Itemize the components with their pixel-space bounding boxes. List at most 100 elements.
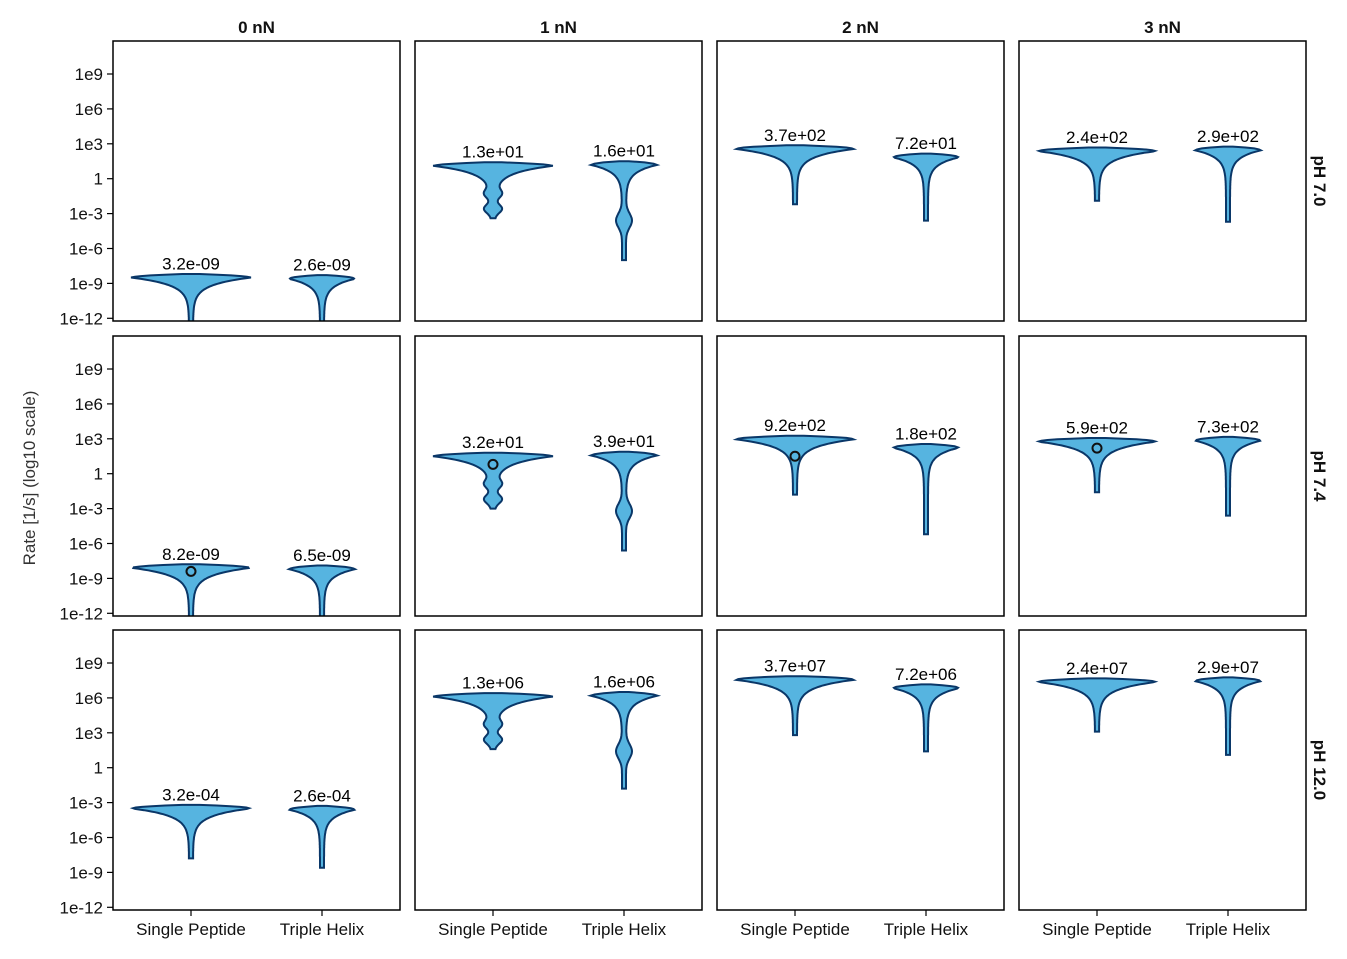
data-label-2-2-1: 7.2e+06 — [895, 665, 957, 684]
y-axis-label: Rate [1/s] (log10 scale) — [20, 391, 39, 566]
data-label-2-1-1: 1.6e+06 — [593, 673, 655, 692]
panel-1-2: 9.2e+02 1.8e+02 — [716, 335, 1005, 617]
y-tick-label-1-1: 1e-9 — [69, 569, 103, 588]
violin-0-2-1 — [892, 152, 960, 222]
data-label-2-0-0: 3.2e-04 — [162, 785, 220, 804]
data-label-2-2-0: 3.7e+07 — [764, 657, 826, 676]
violin-2-2-1 — [892, 683, 960, 753]
panel-frame-1-0 — [112, 335, 401, 617]
data-label-1-2-0: 9.2e+02 — [764, 416, 826, 435]
y-tick-label-1-5: 1e3 — [75, 430, 103, 449]
panel-2-3: 2.4e+07 Single Peptide 2.9e+07 Triple Helix — [1018, 629, 1307, 939]
data-label-0-1-1: 1.6e+01 — [593, 142, 655, 161]
panel-frame-0-0 — [112, 40, 401, 322]
violin-0-2-0 — [732, 144, 858, 206]
y-tick-label-2-6: 1e6 — [75, 689, 103, 708]
column-title-3: 3 nN — [1144, 18, 1181, 37]
data-label-0-0-1: 2.6e-09 — [293, 256, 351, 275]
data-label-2-0-1: 2.6e-04 — [293, 786, 351, 805]
violin-2-1-1 — [586, 691, 662, 790]
violin-2-2-0 — [732, 675, 858, 737]
panel-frame-1-2 — [716, 335, 1005, 617]
violin-1-0-1 — [286, 564, 358, 616]
panels: 0 nN 1 nN 2 nN 3 nN pH 7.0 pH 7.4 pH 12.0 3.2e-… — [60, 18, 1329, 939]
panel-1-3: 5.9e+02 7.3e+02 — [1018, 335, 1307, 617]
panel-frame-2-1 — [414, 629, 703, 911]
marker-1-1 — [487, 458, 499, 470]
x-tick-label-2-1: Triple Helix — [884, 920, 969, 939]
violin-1-0-0 — [131, 563, 251, 616]
violin-1-1-0 — [432, 451, 554, 510]
violin-1-3-0 — [1035, 437, 1159, 494]
panel-frame-2-3 — [1018, 629, 1307, 911]
violin-1-3-1 — [1194, 435, 1262, 517]
panel-frame-0-2 — [716, 40, 1005, 322]
violin-2-0-0 — [129, 803, 253, 860]
data-label-0-2-0: 3.7e+02 — [764, 126, 826, 145]
panel-1-0: 8.2e-09 6.5e-09 1e-12 1e-9 1e-6 1e-3 1 1e3 1e6 1e… — [60, 335, 401, 623]
violin-1-2-1 — [891, 443, 961, 536]
data-label-0-3-0: 2.4e+02 — [1066, 128, 1128, 147]
data-label-1-3-1: 7.3e+02 — [1197, 417, 1259, 436]
violin-0-0-1 — [288, 274, 356, 321]
y-tick-label-0-6: 1e6 — [75, 100, 103, 119]
x-tick-label-3-0: Single Peptide — [1042, 920, 1152, 939]
column-title-2: 2 nN — [842, 18, 879, 37]
y-tick-label-2-0: 1e-12 — [60, 898, 103, 917]
panel-2-1: 1.3e+06 Single Peptide 1.6e+06 Triple Helix — [414, 629, 703, 939]
panel-2-2: 3.7e+07 Single Peptide 7.2e+06 Triple Helix — [716, 629, 1005, 939]
x-tick-label-1-0: Single Peptide — [438, 920, 548, 939]
data-label-1-1-1: 3.9e+01 — [593, 432, 655, 451]
data-label-1-2-1: 1.8e+02 — [895, 424, 957, 443]
row-title-1: pH 7.4 — [1310, 450, 1329, 502]
marker-1-0 — [185, 565, 197, 577]
y-tick-label-1-7: 1e9 — [75, 360, 103, 379]
data-label-2-3-0: 2.4e+07 — [1066, 659, 1128, 678]
x-tick-label-0-1: Triple Helix — [280, 920, 365, 939]
panel-2-0: 3.2e-04 Single Peptide 2.6e-04 Triple Helix… — [60, 629, 401, 939]
y-tick-label-2-7: 1e9 — [75, 654, 103, 673]
y-tick-label-0-3: 1e-3 — [69, 205, 103, 224]
marker-1-2 — [789, 450, 801, 462]
column-title-0: 0 nN — [238, 18, 275, 37]
violin-0-3-1 — [1192, 145, 1264, 223]
panel-0-2: 3.7e+02 7.2e+01 — [716, 40, 1005, 322]
data-label-1-1-0: 3.2e+01 — [462, 433, 524, 452]
panel-frame-2-2 — [716, 629, 1005, 911]
violin-2-0-1 — [287, 804, 357, 869]
data-label-2-3-1: 2.9e+07 — [1197, 658, 1259, 677]
violin-2-3-1 — [1193, 676, 1263, 756]
y-tick-label-2-5: 1e3 — [75, 724, 103, 743]
y-tick-label-0-0: 1e-12 — [60, 309, 103, 328]
y-tick-label-2-1: 1e-9 — [69, 863, 103, 882]
y-tick-label-0-4: 1 — [94, 170, 103, 189]
panel-0-1: 1.3e+01 1.6e+01 — [414, 40, 703, 322]
x-tick-label-2-0: Single Peptide — [740, 920, 850, 939]
violin-1-2-0 — [732, 434, 858, 496]
violin-0-1-1 — [587, 160, 661, 262]
panel-0-3: 2.4e+02 2.9e+02 — [1018, 40, 1307, 322]
violin-0-3-0 — [1035, 146, 1159, 202]
data-label-1-0-0: 8.2e-09 — [162, 545, 220, 564]
row-title-2: pH 12.0 — [1310, 740, 1329, 800]
x-tick-label-0-0: Single Peptide — [136, 920, 246, 939]
data-label-0-0-0: 3.2e-09 — [162, 255, 220, 274]
panel-1-1: 3.2e+01 3.9e+01 — [414, 335, 703, 617]
panel-frame-0-1 — [414, 40, 703, 322]
y-tick-label-0-7: 1e9 — [75, 65, 103, 84]
panel-frame-1-3 — [1018, 335, 1307, 617]
violin-2-1-0 — [432, 692, 554, 751]
y-tick-label-0-5: 1e3 — [75, 135, 103, 154]
y-tick-label-0-2: 1e-6 — [69, 240, 103, 259]
y-tick-label-1-2: 1e-6 — [69, 535, 103, 554]
data-label-0-2-1: 7.2e+01 — [895, 134, 957, 153]
row-title-0: pH 7.0 — [1310, 155, 1329, 206]
y-tick-label-1-4: 1 — [94, 465, 103, 484]
violin-0-0-0 — [130, 273, 252, 321]
marker-1-3 — [1091, 442, 1103, 454]
column-title-1: 1 nN — [540, 18, 577, 37]
panel-frame-1-1 — [414, 335, 703, 617]
panel-frame-0-3 — [1018, 40, 1307, 322]
panel-0-0: 3.2e-09 2.6e-09 1e-12 1e-9 1e-6 1e-3 1 1e3 1e6 1e… — [60, 40, 401, 328]
